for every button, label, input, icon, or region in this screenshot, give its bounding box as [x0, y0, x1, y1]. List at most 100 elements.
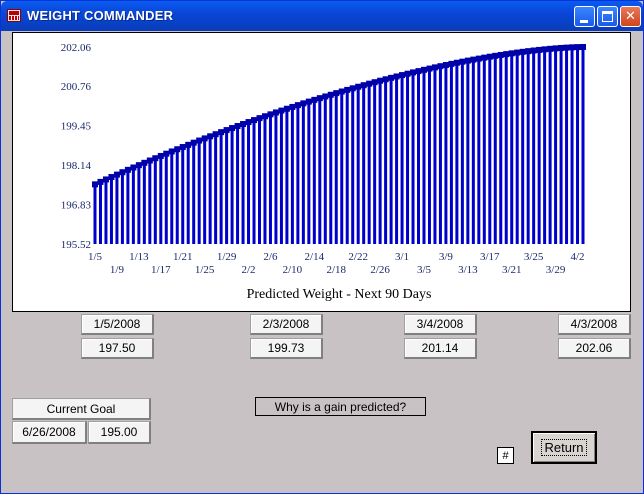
chart-bar	[329, 94, 333, 244]
chart-marker	[464, 57, 471, 64]
chart-marker	[278, 107, 285, 114]
chart-marker	[519, 48, 526, 55]
checkpoint-2-date: 2/3/2008	[250, 314, 323, 335]
chart-marker	[218, 129, 225, 136]
chart-bar	[104, 179, 108, 244]
chart-bar	[570, 47, 574, 244]
chart-marker	[152, 155, 159, 162]
chart-marker	[141, 159, 148, 166]
chart-marker	[240, 121, 247, 128]
chart-bar	[378, 80, 382, 244]
chart-bar	[115, 174, 119, 244]
app-icon	[7, 9, 21, 22]
chart-marker	[552, 45, 559, 52]
chart-marker	[530, 47, 537, 54]
chart-bar	[247, 122, 251, 244]
chart-marker	[92, 181, 98, 188]
y-tick-label: 202.06	[61, 42, 92, 54]
chart-bar	[109, 177, 113, 244]
chart-svg: 202.06 200.76 199.45 198.14 196.83 195.521/5 1…	[61, 42, 586, 302]
x-tick-label: 3/13	[458, 264, 478, 276]
chart-marker	[459, 58, 466, 65]
chart-bar	[384, 79, 388, 244]
chart-marker	[525, 48, 532, 55]
checkpoint-1-date: 1/5/2008	[81, 314, 154, 335]
chart-marker	[168, 148, 175, 155]
chart-marker	[113, 171, 120, 178]
chart-marker	[349, 85, 356, 92]
chart-marker	[399, 72, 406, 79]
chart-marker	[229, 125, 236, 132]
chart-bar	[120, 172, 124, 244]
chart-bar	[208, 136, 212, 244]
chart-marker	[426, 65, 433, 72]
chart-marker	[108, 174, 115, 181]
x-tick-label: 3/25	[524, 251, 544, 263]
chart-bar	[197, 140, 201, 244]
chart-marker	[130, 164, 137, 171]
chart-marker	[223, 127, 230, 134]
close-button[interactable]: ✕	[620, 6, 641, 27]
chart-marker	[569, 44, 576, 51]
chart-marker	[207, 133, 214, 140]
chart-marker	[289, 103, 296, 110]
chart-marker	[135, 162, 142, 169]
x-tick-label: 3/21	[502, 264, 522, 276]
chart-marker	[382, 76, 389, 83]
y-tick-label: 199.45	[61, 121, 92, 133]
chart-bar	[230, 128, 234, 244]
chart-bar	[559, 47, 563, 244]
chart-marker	[410, 69, 417, 76]
maximize-button[interactable]	[597, 6, 618, 27]
chart-bar	[214, 134, 218, 244]
chart-marker	[272, 109, 279, 116]
chart-bar	[417, 71, 421, 244]
checkpoint-4-weight: 202.06	[558, 338, 631, 359]
chart-bar	[126, 169, 130, 244]
chart-bar	[362, 85, 366, 244]
chart-bar	[488, 56, 492, 244]
hash-button[interactable]: #	[497, 447, 514, 464]
title-bar[interactable]: WEIGHT COMMANDER ✕	[1, 1, 643, 31]
chart-marker	[316, 95, 323, 102]
chart-marker	[404, 70, 411, 77]
chart-marker	[580, 44, 586, 50]
chart-bar	[460, 61, 464, 244]
chart-bar	[142, 162, 146, 244]
chart-bar	[466, 60, 470, 244]
chart-marker	[388, 74, 395, 81]
chart-marker	[234, 123, 241, 130]
chart-marker	[453, 59, 460, 66]
chart-marker	[508, 50, 515, 57]
chart-bar	[395, 76, 399, 244]
chart-bar	[257, 118, 261, 244]
chart-bar	[334, 93, 338, 244]
chart-bar	[548, 48, 552, 244]
chart-bar	[301, 103, 305, 244]
chart-bar	[499, 54, 503, 244]
chart-marker	[119, 169, 126, 176]
checkpoint-2-weight: 199.73	[250, 338, 323, 359]
chart-bar	[493, 55, 497, 245]
chart-marker	[344, 86, 351, 93]
chart-bar	[427, 68, 431, 245]
chart-bar	[537, 49, 541, 245]
x-tick-label: 1/13	[129, 251, 149, 263]
x-tick-label: 1/25	[195, 264, 215, 276]
chart-marker	[179, 144, 186, 151]
chart-bar	[252, 120, 256, 244]
chart-bar	[175, 149, 179, 244]
chart-bar	[504, 54, 508, 244]
chart-marker	[497, 51, 504, 58]
chart-marker	[541, 46, 548, 53]
minimize-button[interactable]	[574, 6, 595, 27]
chart-bar	[159, 155, 163, 244]
return-button[interactable]: Return	[531, 431, 597, 464]
chart-marker	[245, 119, 252, 126]
y-tick-label: 196.83	[61, 200, 92, 212]
current-goal-label: Current Goal	[12, 398, 151, 420]
chart-bar	[554, 48, 558, 244]
chart-bar	[192, 142, 196, 244]
why-gain-button[interactable]: Why is a gain predicted?	[255, 397, 426, 416]
